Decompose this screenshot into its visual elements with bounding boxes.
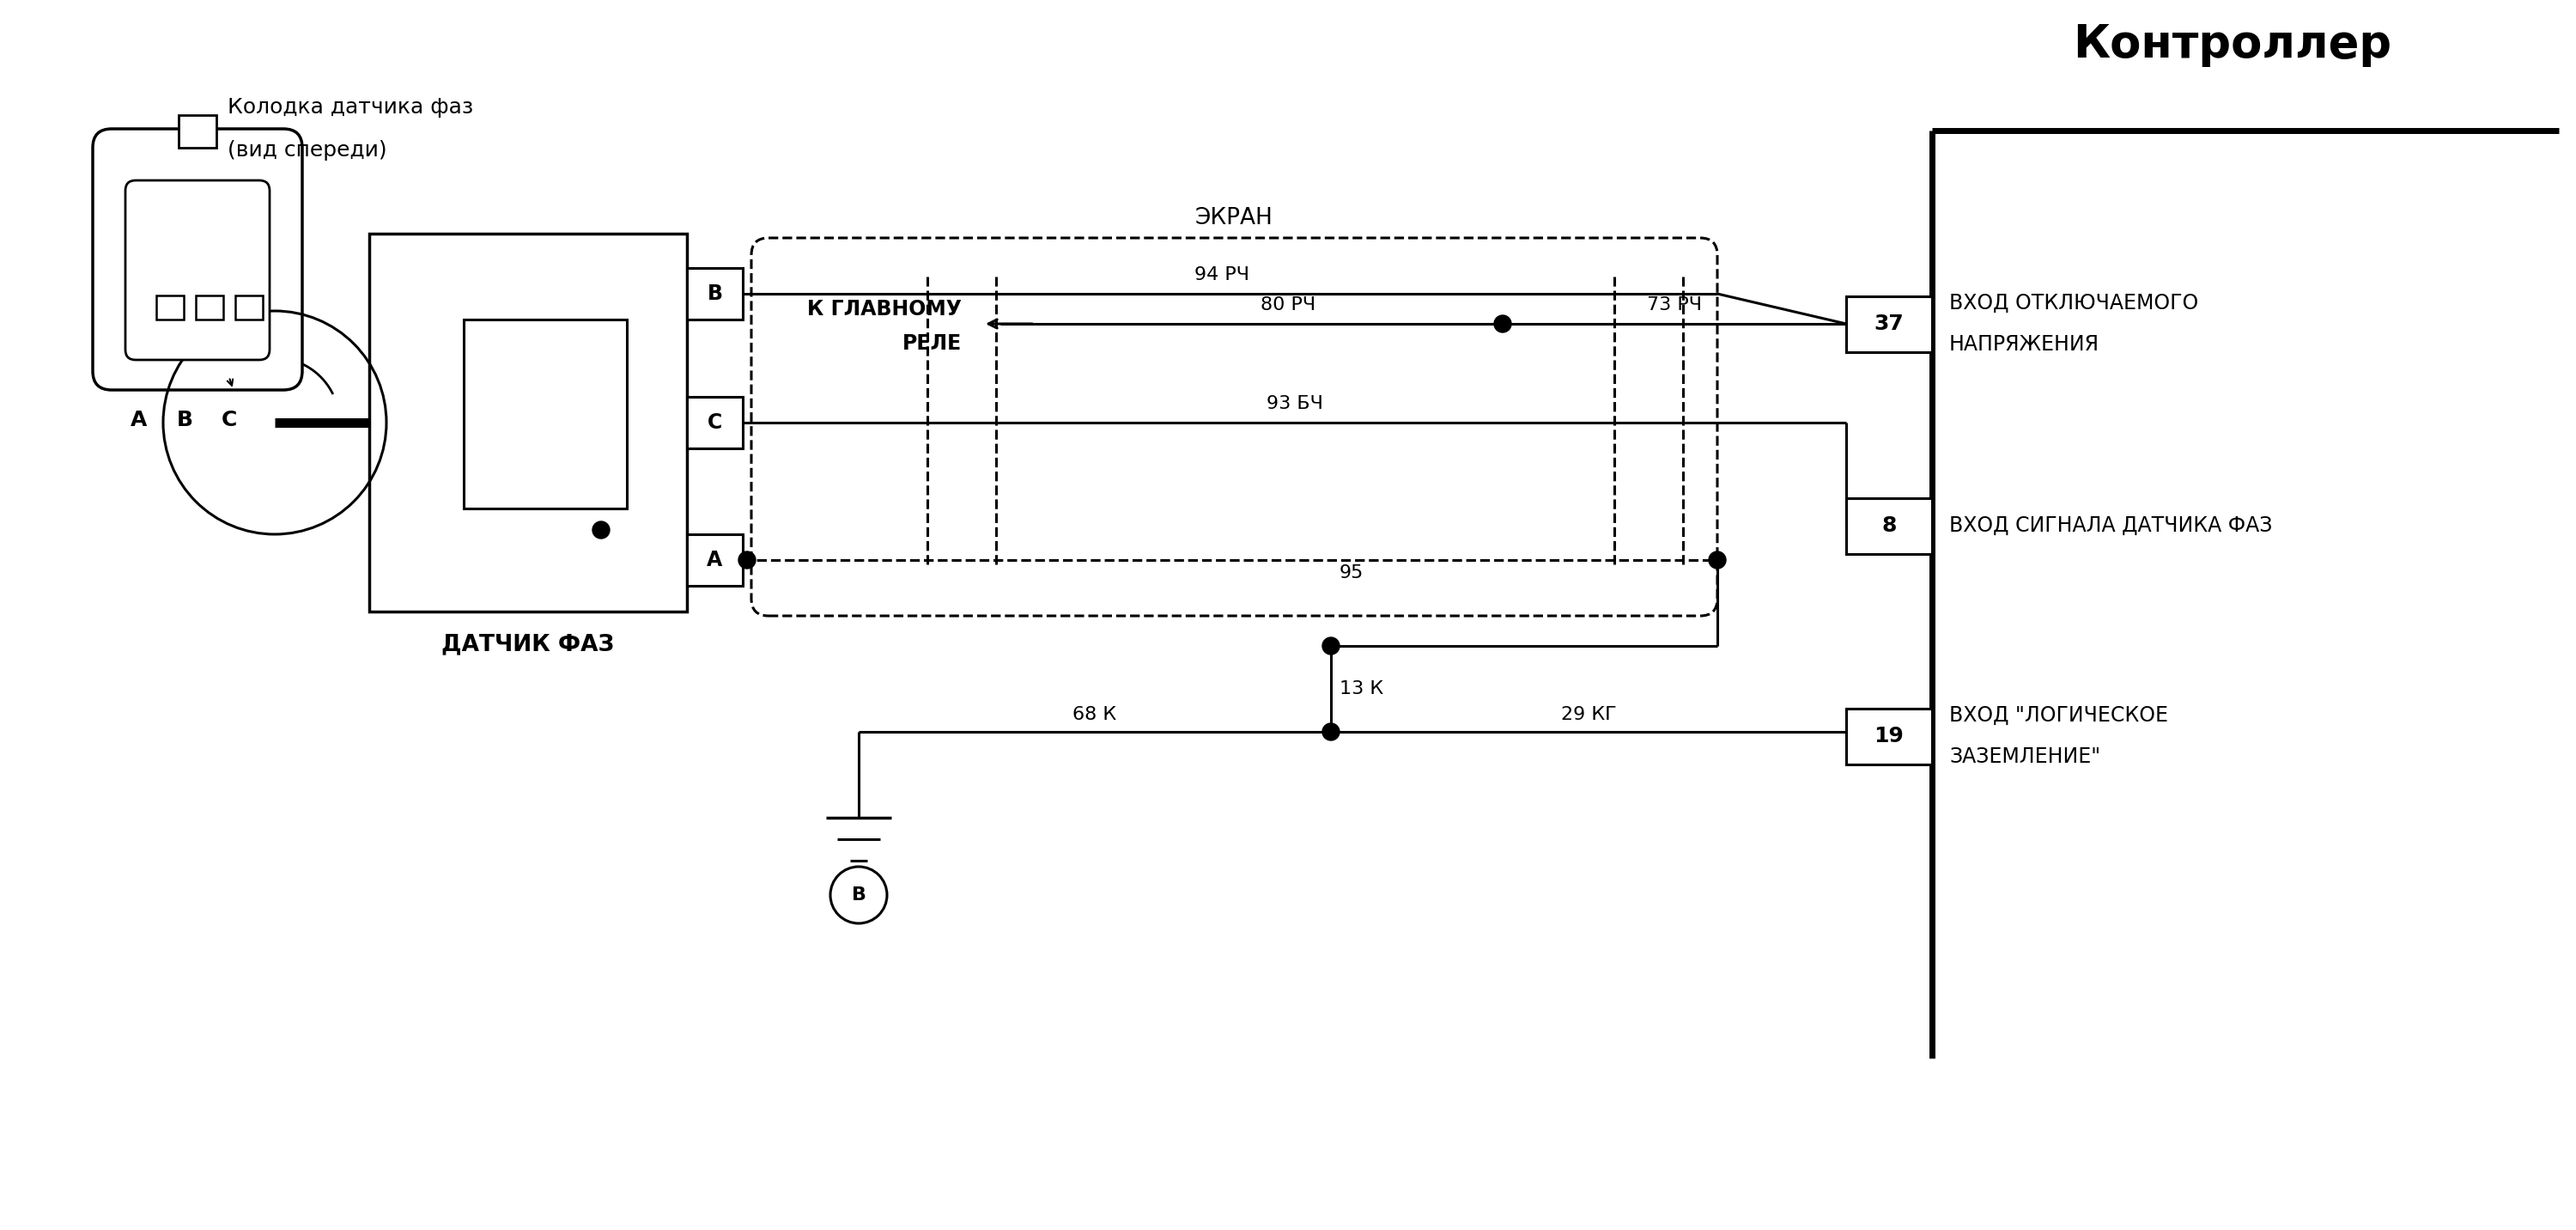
Circle shape	[1494, 315, 1512, 332]
Text: B: B	[706, 283, 721, 304]
Text: РЕЛЕ: РЕЛЕ	[902, 333, 961, 354]
Text: ВХОД ОТКЛЮЧАЕМОГО: ВХОД ОТКЛЮЧАЕМОГО	[1950, 293, 2197, 314]
Text: C: C	[708, 412, 721, 433]
Text: B: B	[178, 410, 193, 430]
Text: 29 КГ: 29 КГ	[1561, 706, 1615, 723]
Bar	[178, 116, 216, 148]
Bar	[196, 295, 224, 320]
Text: (вид спереди): (вид спереди)	[227, 140, 386, 161]
Circle shape	[1321, 637, 1340, 654]
Circle shape	[1708, 551, 1726, 568]
Text: 73 РЧ: 73 РЧ	[1646, 296, 1703, 314]
Text: НАПРЯЖЕНИЯ: НАПРЯЖЕНИЯ	[1950, 335, 2099, 354]
Text: 94 РЧ: 94 РЧ	[1195, 266, 1249, 283]
Bar	[368, 234, 688, 611]
Text: 37: 37	[1875, 314, 1904, 335]
Text: ВХОД СИГНАЛА ДАТЧИКА ФАЗ: ВХОД СИГНАЛА ДАТЧИКА ФАЗ	[1950, 515, 2272, 536]
Text: Колодка датчика фаз: Колодка датчика фаз	[227, 97, 474, 118]
Text: C: C	[222, 410, 237, 430]
Text: 13 К: 13 К	[1340, 680, 1383, 697]
Text: A: A	[706, 550, 724, 571]
Text: 80 РЧ: 80 РЧ	[1260, 296, 1316, 314]
Bar	[1847, 296, 1932, 352]
Bar	[1847, 498, 1932, 554]
Bar	[157, 295, 183, 320]
Bar	[688, 534, 742, 585]
Circle shape	[1321, 723, 1340, 740]
Text: 68 К: 68 К	[1072, 706, 1118, 723]
Text: К ГЛАВНОМУ: К ГЛАВНОМУ	[806, 299, 961, 320]
Text: ЭКРАН: ЭКРАН	[1195, 207, 1273, 229]
FancyBboxPatch shape	[126, 181, 270, 360]
Text: ДАТЧИК ФАЗ: ДАТЧИК ФАЗ	[440, 633, 616, 656]
Text: 19: 19	[1875, 726, 1904, 747]
Circle shape	[739, 551, 755, 568]
Text: ВХОД "ЛОГИЧЕСКОЕ: ВХОД "ЛОГИЧЕСКОЕ	[1950, 705, 2169, 726]
Text: ЗАЗЕМЛЕНИЕ": ЗАЗЕМЛЕНИЕ"	[1950, 747, 2099, 768]
Bar	[688, 268, 742, 320]
Text: В: В	[850, 887, 866, 904]
Text: 93 БЧ: 93 БЧ	[1267, 395, 1321, 412]
Text: A: A	[131, 410, 147, 430]
Bar	[688, 397, 742, 449]
FancyBboxPatch shape	[93, 129, 301, 390]
Text: Контроллер: Контроллер	[2074, 22, 2393, 66]
Text: 95: 95	[1340, 565, 1363, 582]
Text: 8: 8	[1880, 515, 1896, 536]
Bar	[464, 320, 626, 508]
Bar	[234, 295, 263, 320]
Bar	[1847, 708, 1932, 764]
Circle shape	[592, 522, 611, 539]
